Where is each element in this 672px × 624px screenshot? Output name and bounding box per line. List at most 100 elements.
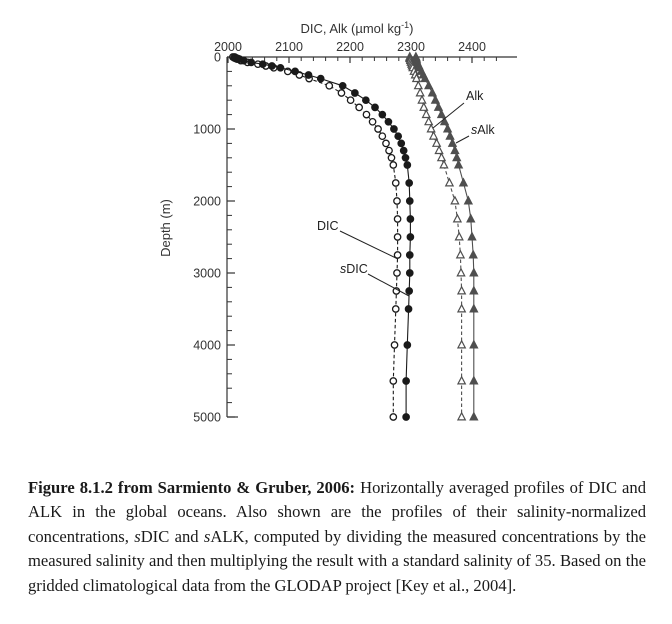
marker-triangle-open — [450, 195, 460, 205]
marker-circle-filled — [405, 287, 414, 295]
marker-triangle-filled — [427, 87, 438, 97]
marker-triangle-filled — [468, 249, 478, 259]
series-line-DIC — [232, 56, 399, 417]
marker-circle-filled — [268, 62, 276, 70]
series-line-sDIC — [234, 56, 411, 417]
marker-triangle-filled — [420, 73, 430, 83]
marker-circle-filled — [247, 58, 256, 67]
annotation-leader-sAlk — [455, 135, 470, 144]
caption-segment: s — [134, 526, 141, 546]
marker-triangle-open — [428, 130, 439, 140]
marker-circle-filled — [378, 110, 387, 119]
marker-triangle-open — [456, 285, 467, 295]
marker-circle-open — [355, 103, 363, 112]
marker-triangle-open — [424, 116, 434, 126]
annotation-label-DIC: DIC — [317, 219, 339, 233]
marker-circle-open — [382, 139, 390, 148]
marker-triangle-open — [419, 101, 429, 111]
marker-triangle-filled — [424, 80, 434, 90]
marker-circle-filled — [406, 215, 415, 223]
marker-circle-filled — [304, 71, 313, 79]
marker-circle-filled — [338, 81, 347, 90]
annotation-sDIC: sDIC — [340, 262, 410, 297]
marker-circle-open — [391, 179, 400, 187]
marker-triangle-open — [456, 375, 467, 385]
y-tick-label: 0 — [214, 51, 221, 65]
y-tick-label: 2000 — [193, 195, 221, 209]
marker-triangle-open — [417, 94, 427, 104]
marker-circle-open — [337, 89, 346, 97]
marker-triangle-filled — [463, 195, 474, 205]
marker-circle-open — [387, 153, 396, 162]
series-Alk — [405, 51, 467, 421]
marker-triangle-filled — [450, 145, 460, 155]
y-tick-label: 1000 — [193, 123, 221, 137]
x-tick-label: 2300 — [397, 40, 425, 54]
marker-circle-filled — [240, 56, 248, 65]
marker-triangle-open — [456, 411, 467, 421]
marker-triangle-filled — [452, 152, 462, 162]
marker-circle-open — [362, 110, 371, 119]
y-tick-label: 3000 — [193, 267, 221, 281]
marker-circle-filled — [403, 161, 412, 169]
x-tick-label: 2200 — [336, 40, 364, 54]
annotation-leader-Alk — [432, 102, 465, 129]
marker-triangle-filled — [467, 231, 477, 241]
marker-circle-open — [325, 81, 334, 90]
marker-triangle-open — [431, 137, 442, 147]
marker-circle-filled — [371, 103, 379, 112]
marker-triangle-filled — [453, 159, 464, 169]
marker-triangle-filled — [442, 123, 453, 133]
marker-circle-open — [393, 215, 402, 223]
caption-segment: Horizontally averaged profiles of DIC an… — [28, 478, 646, 546]
marker-circle-filled — [390, 125, 398, 133]
series-sDIC — [230, 53, 415, 421]
marker-circle-open — [390, 341, 399, 349]
marker-circle-open — [393, 233, 402, 241]
marker-triangle-open — [426, 123, 436, 133]
marker-triangle-filled — [458, 177, 469, 187]
annotation-sAlk: sAlk — [455, 123, 495, 144]
marker-circle-filled — [258, 60, 267, 69]
marker-triangle-filled — [469, 267, 479, 277]
marker-triangle-open — [411, 73, 422, 83]
marker-circle-filled — [403, 341, 412, 349]
marker-triangle-filled — [447, 137, 458, 147]
marker-circle-open — [385, 146, 393, 155]
marker-triangle-open — [455, 249, 466, 259]
series-sAlk — [411, 51, 479, 421]
marker-triangle-open — [444, 177, 455, 187]
marker-circle-filled — [402, 377, 410, 385]
x-tick-label: 2100 — [275, 40, 303, 54]
x-tick-label: 2400 — [458, 40, 486, 54]
caption-segment: Figure 8.1.2 from Sarmiento & Gruber, 20… — [28, 478, 356, 497]
marker-triangle-filled — [469, 375, 479, 385]
caption-segment: s — [203, 526, 211, 546]
marker-circle-filled — [406, 233, 415, 241]
marker-circle-filled — [405, 251, 414, 259]
annotation-label-Alk: Alk — [466, 89, 484, 103]
marker-triangle-filled — [469, 339, 479, 349]
y-tick-label: 5000 — [193, 411, 221, 425]
marker-triangle-open — [456, 267, 466, 277]
marker-circle-filled — [405, 269, 414, 277]
axes: 2000 2100 2200 2300 2400 0 1000 2000 3000 4000 500… — [158, 20, 517, 425]
marker-circle-filled — [397, 139, 406, 148]
marker-circle-filled — [384, 117, 393, 126]
marker-circle-open — [389, 377, 398, 385]
marker-circle-open — [393, 251, 402, 259]
marker-circle-filled — [291, 67, 299, 76]
marker-triangle-filled — [433, 101, 444, 111]
marker-triangle-filled — [469, 411, 479, 421]
marker-circle-open — [346, 96, 355, 105]
marker-circle-filled — [402, 413, 410, 421]
marker-circle-filled — [362, 96, 370, 105]
marker-circle-filled — [405, 197, 414, 205]
profile-chart: 2000 2100 2200 2300 2400 0 1000 2000 3000 4000 500… — [158, 20, 517, 425]
marker-circle-filled — [404, 305, 413, 313]
marker-triangle-open — [456, 339, 467, 349]
marker-triangle-open — [456, 303, 467, 313]
caption-segment: DIC and — [140, 526, 204, 546]
marker-triangle-filled — [430, 94, 441, 104]
annotation-leader-sDIC — [367, 273, 410, 297]
